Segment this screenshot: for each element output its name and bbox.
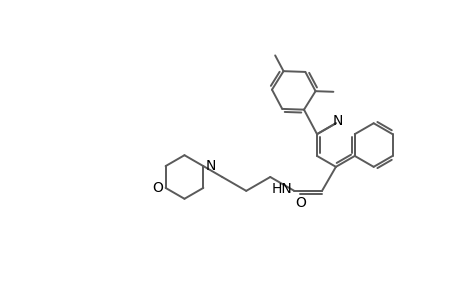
Text: N: N [332, 114, 342, 128]
Text: O: O [294, 196, 305, 210]
Text: O: O [152, 181, 163, 195]
Text: N: N [206, 159, 216, 173]
Text: HN: HN [271, 182, 291, 196]
